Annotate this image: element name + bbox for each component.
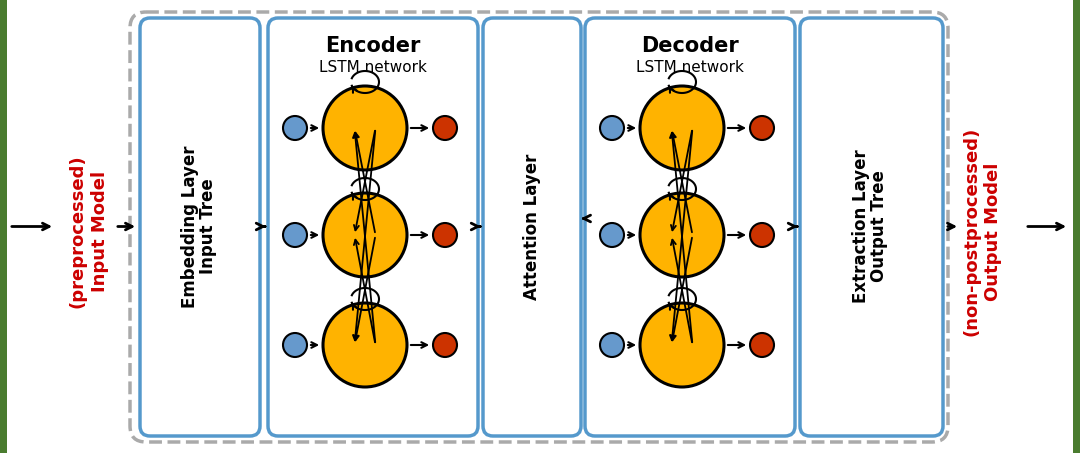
Text: Embedding Layer: Embedding Layer: [181, 145, 199, 308]
Text: Output Model: Output Model: [984, 162, 1002, 301]
Circle shape: [283, 333, 307, 357]
Text: Encoder: Encoder: [325, 36, 421, 56]
Text: Input Tree: Input Tree: [199, 178, 217, 275]
FancyBboxPatch shape: [800, 18, 943, 436]
FancyBboxPatch shape: [130, 12, 948, 442]
Text: Input Model: Input Model: [91, 171, 109, 292]
FancyBboxPatch shape: [268, 18, 478, 436]
Text: Attention Layer: Attention Layer: [523, 153, 541, 300]
Text: (non-postprocessed): (non-postprocessed): [963, 127, 981, 336]
FancyBboxPatch shape: [140, 18, 260, 436]
Text: LSTM network: LSTM network: [319, 60, 427, 75]
FancyBboxPatch shape: [585, 18, 795, 436]
Text: Extraction Layer: Extraction Layer: [852, 149, 870, 304]
Circle shape: [283, 116, 307, 140]
Circle shape: [600, 333, 624, 357]
Circle shape: [323, 303, 407, 387]
Circle shape: [600, 223, 624, 247]
Circle shape: [640, 303, 724, 387]
Text: Decoder: Decoder: [642, 36, 739, 56]
Bar: [0, 0, 6, 453]
Circle shape: [433, 223, 457, 247]
Circle shape: [600, 116, 624, 140]
Circle shape: [640, 86, 724, 170]
Circle shape: [323, 86, 407, 170]
FancyBboxPatch shape: [483, 18, 581, 436]
Text: LSTM network: LSTM network: [636, 60, 744, 75]
Circle shape: [283, 223, 307, 247]
Circle shape: [433, 333, 457, 357]
Circle shape: [750, 333, 774, 357]
Circle shape: [640, 193, 724, 277]
Circle shape: [750, 223, 774, 247]
Bar: [1074, 0, 1080, 453]
Circle shape: [750, 116, 774, 140]
Circle shape: [323, 193, 407, 277]
Text: (preprocessed): (preprocessed): [69, 154, 87, 308]
Circle shape: [433, 116, 457, 140]
Text: Output Tree: Output Tree: [870, 171, 889, 282]
